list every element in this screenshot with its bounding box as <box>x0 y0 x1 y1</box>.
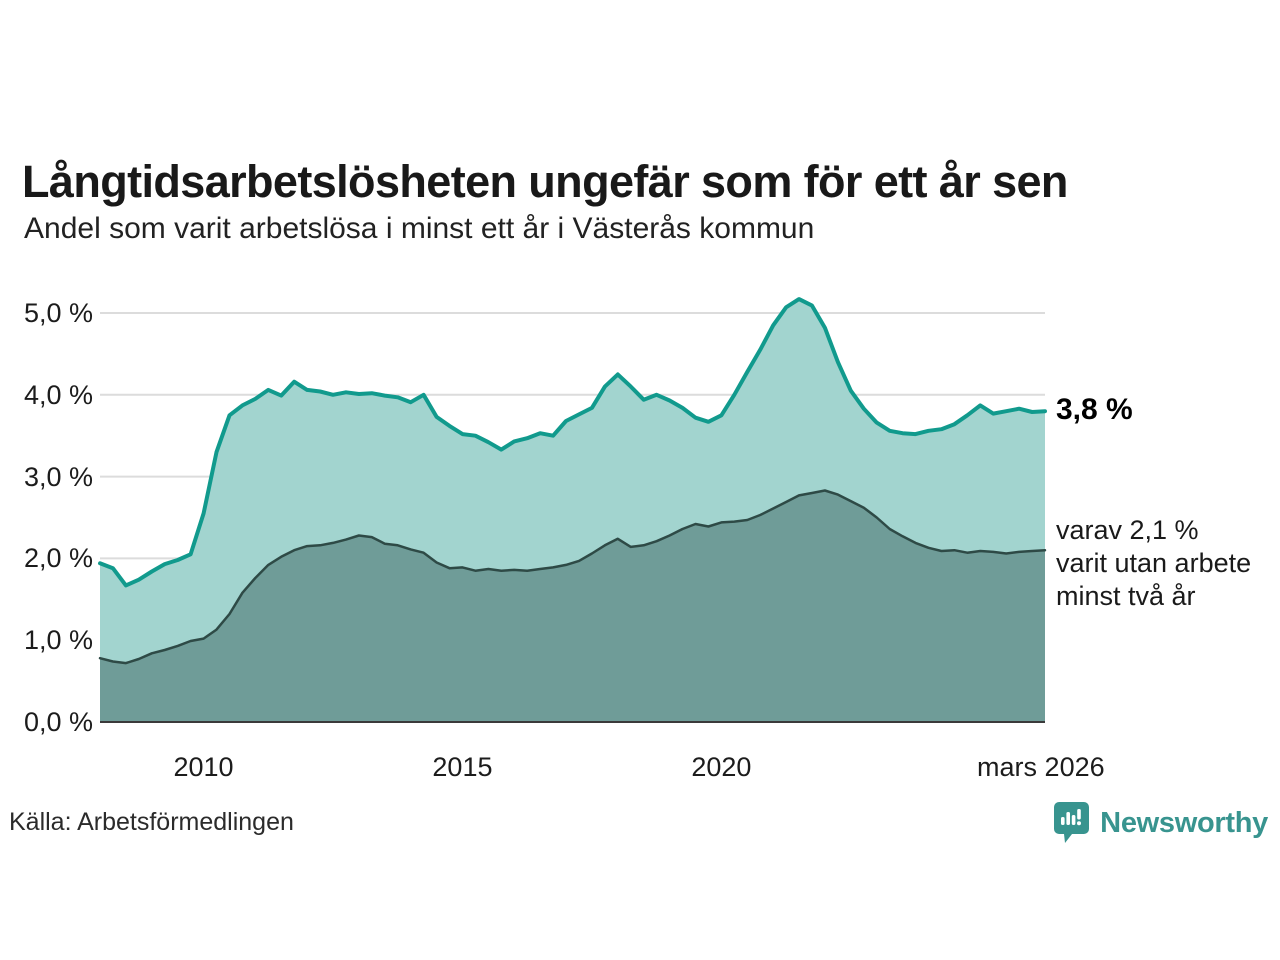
annotation-secondary-line: varav 2,1 % <box>1056 515 1199 545</box>
line-series-1 <box>98 297 1047 588</box>
x-axis-tick-label: 2015 <box>432 752 493 782</box>
y-axis-tick-label: 0,0 % <box>23 707 93 737</box>
newsworthy-bubble-chart-icon <box>1054 802 1090 843</box>
x-axis-tick-label: 2010 <box>173 752 234 782</box>
y-axis-tick-label: 1,0 % <box>23 625 93 656</box>
y-axis-tick-label: 2,0 % <box>23 543 93 574</box>
page-title: Långtidsarbetslösheten ungefär som för e… <box>22 156 1068 208</box>
line-series-2 <box>98 489 1047 665</box>
area-series-1 <box>100 299 1045 722</box>
annotation-latest-value: 3,8 % <box>1056 393 1133 426</box>
y-axis-tick-label: 4,0 % <box>23 379 93 410</box>
y-axis-tick-label: 5,0 % <box>23 298 93 328</box>
page-subtitle: Andel som varit arbetslösa i minst ett å… <box>24 212 815 245</box>
y-axis-tick-label: 3,0 % <box>23 461 93 492</box>
annotation-secondary: varav 2,1 % varit utan arbete minst två … <box>1056 514 1251 613</box>
area-series-2 <box>100 490 1045 722</box>
newsworthy-logo: Newsworthy <box>1053 800 1268 846</box>
source-note: Källa: Arbetsförmedlingen <box>9 808 294 836</box>
annotation-secondary-line: varit utan arbete <box>1056 548 1252 578</box>
x-axis-tick-label: 2020 <box>691 752 752 782</box>
annotation-secondary-line: minst två år <box>1056 581 1196 611</box>
x-axis-tick-label: mars 2026 <box>977 752 1105 782</box>
brand-name: Newsworthy <box>1100 806 1268 839</box>
